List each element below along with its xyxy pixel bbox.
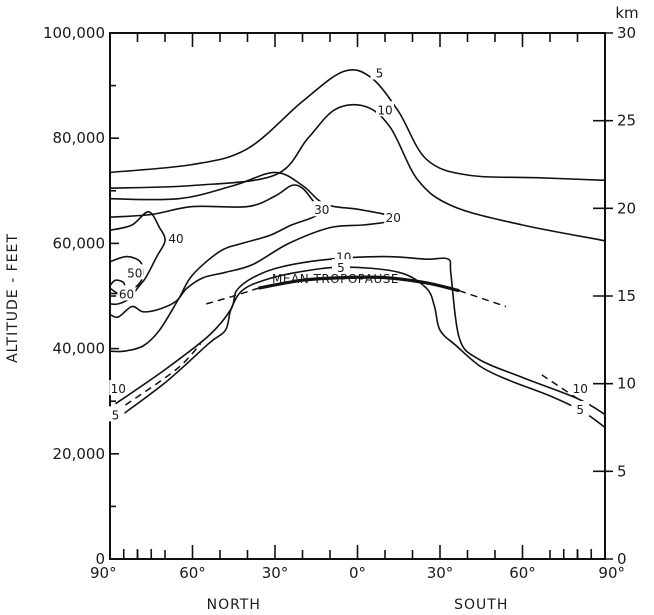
contour-label: 5	[112, 408, 120, 422]
x-tick-label: 30°	[262, 564, 289, 582]
x-group-label: SOUTH	[454, 597, 508, 613]
contour-line	[109, 171, 395, 319]
contour-label-mask	[117, 285, 136, 301]
tropopause-layer	[115, 275, 578, 413]
contour-label: 10	[111, 382, 126, 396]
contour-label-mask	[370, 64, 389, 80]
contour-label: 30	[314, 203, 329, 217]
contour-label: 50	[127, 266, 142, 280]
y-right-tick-label: 10	[617, 375, 636, 393]
tropopause-dashed	[206, 287, 259, 305]
contour-label: 60	[119, 287, 134, 301]
y-right-tick-label: 5	[617, 462, 627, 480]
y-right-tick-label: 20	[617, 199, 636, 217]
annotation-label: MEAN TROPOPAUSE	[272, 272, 399, 286]
x-tick-label: 0°	[349, 564, 366, 582]
x-group-label: NORTH	[207, 597, 261, 613]
contour-label: 5	[576, 403, 584, 417]
tropopause-dashed	[115, 342, 202, 413]
x-tick-label: 90°	[598, 564, 625, 582]
contour-label-mask	[109, 380, 128, 396]
contour-label: 10	[377, 103, 392, 117]
contour-label-mask	[376, 101, 394, 117]
contour-line	[109, 211, 166, 306]
y-right-tick-label: 15	[617, 287, 636, 305]
contour-label-mask	[312, 201, 331, 217]
tropopause-line	[258, 275, 460, 293]
y-left-tick-label: 60,000	[53, 234, 106, 252]
y-left-tick-label: 20,000	[53, 445, 106, 463]
contour-label: 40	[168, 232, 183, 246]
contour-label-mask	[384, 209, 403, 225]
x-tick-label: 60°	[509, 564, 536, 582]
contour-label: 5	[337, 261, 345, 275]
labels-layer: 0 20,000 40,000 60,000 80,000 100,000 0 5 10 15 20…	[43, 24, 636, 613]
x-tick-label: 30°	[427, 564, 454, 582]
x-tick-label: 90°	[90, 564, 117, 582]
y-right-tick-label: 25	[617, 112, 636, 130]
contour-line	[109, 68, 606, 182]
contour-line	[109, 103, 606, 242]
contour-line	[109, 184, 323, 353]
plot-frame	[109, 32, 606, 560]
contour-line	[115, 255, 606, 416]
contour-label: 20	[386, 211, 401, 225]
x-tick-label: 60°	[179, 564, 206, 582]
contour-label: 5	[376, 66, 384, 80]
tropopause-dashed	[459, 289, 507, 308]
y-axis-title: ALTITUDE - FEET	[5, 233, 21, 363]
y-left-tick-label: 0	[95, 550, 105, 568]
contour-label-mask	[106, 406, 125, 422]
contour-label-mask	[571, 401, 590, 417]
tropopause-dashed	[541, 374, 578, 400]
y-right-tick-label: 0	[617, 550, 627, 568]
contour-label-mask	[167, 230, 185, 246]
ticks-layer	[109, 32, 613, 560]
contour-label: 10	[573, 382, 588, 396]
contour-label-mask	[125, 264, 144, 280]
y-left-tick-label: 80,000	[53, 129, 106, 147]
y-left-tick-label: 100,000	[43, 24, 105, 42]
y-right-tick-label: 30	[617, 24, 636, 42]
contour-label-mask	[571, 380, 590, 396]
right-axis-unit: km	[615, 4, 638, 22]
contour-line	[115, 266, 606, 429]
y-left-tick-label: 40,000	[53, 340, 106, 358]
contour-label-mask	[332, 259, 350, 275]
contours-layer	[109, 68, 606, 429]
